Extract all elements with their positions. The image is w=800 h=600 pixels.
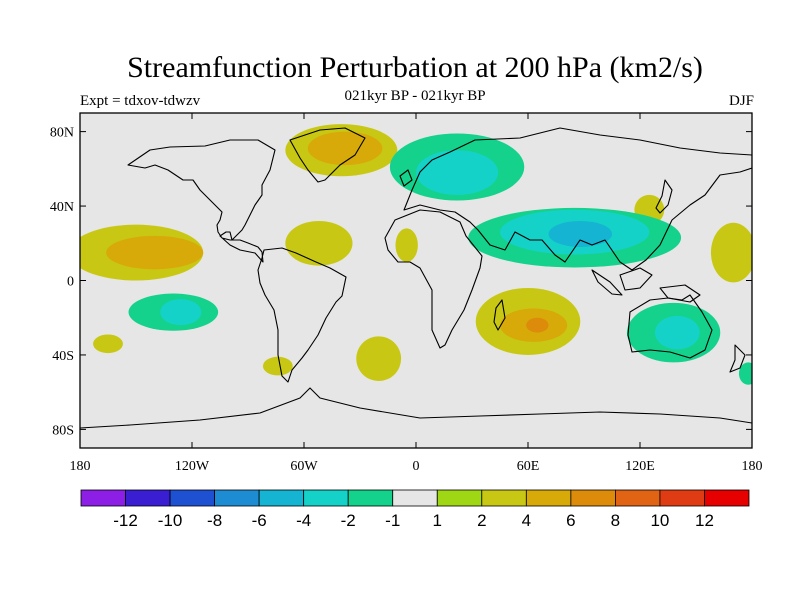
coastline-north-america: [127, 139, 276, 263]
colorbar-swatch: [258, 489, 305, 507]
contour-fields: [80, 124, 752, 385]
lat-tick-label: 40N: [50, 200, 74, 215]
colorbar-label: -12: [113, 511, 138, 530]
lon-tick-label: 0: [413, 459, 420, 474]
colorbar-label: -4: [296, 511, 311, 530]
lon-tick-label: 180: [742, 459, 763, 474]
coastline-africa: [384, 209, 483, 349]
colorbar-swatch: [704, 489, 750, 507]
colorbar-label: -2: [341, 511, 356, 530]
colorbar-swatch: [169, 489, 215, 507]
colorbar-swatch: [481, 489, 527, 507]
coastline-british-isles: [399, 169, 413, 187]
coastline-madagascar: [493, 299, 506, 331]
lon-tick-label: 60W: [290, 459, 318, 474]
colorbar-swatch: [125, 489, 171, 507]
colorbar-swatch: [615, 489, 661, 507]
lon-tick-label: 120E: [625, 459, 655, 474]
colorbar-swatch: [80, 489, 126, 507]
contour-north-atlantic-positive-core: [307, 131, 383, 166]
colorbar-swatch: [570, 489, 616, 507]
colorbar-label: 1: [433, 511, 442, 530]
colorbar-label: -10: [158, 511, 183, 530]
colorbar-swatch: [659, 489, 705, 507]
chart-subtitle-center: 021kyr BP - 021kyr BP: [344, 88, 486, 104]
contour-eurasia-negative-core: [416, 150, 499, 195]
colorbar-label: 4: [522, 511, 531, 530]
colorbar-label: 8: [611, 511, 620, 530]
contour-asia-negative-strong: [548, 220, 612, 248]
contour-south-indian-strong: [526, 317, 549, 333]
lon-tick-label: 120W: [175, 459, 210, 474]
lat-tick-label: 80N: [50, 126, 74, 141]
contour-east-pacific-positive-core: [106, 235, 204, 270]
coastline-sumatra: [591, 269, 623, 296]
lat-tick-label: 80S: [52, 423, 74, 438]
contour-south-pacific-positive: [93, 334, 123, 354]
lat-tick-label: 0: [67, 275, 74, 290]
contour-west-pacific-positive: [710, 222, 752, 283]
chart-subtitle-right: DJF: [728, 93, 754, 109]
contour-south-atlantic-positive: [356, 336, 402, 381]
contour-south-america-positive: [262, 356, 293, 376]
contour-west-africa-positive: [395, 228, 418, 262]
colorbar-swatch: [436, 489, 483, 507]
colorbar-label: -1: [385, 511, 400, 530]
axis-ticks: 80N 40N 0 40S 80S 180 120W 60W 0 60E 120E 180: [50, 113, 763, 474]
coastline-japan: [655, 179, 673, 214]
colorbar-swatch: [214, 489, 260, 507]
coastline-south-america: [257, 247, 347, 383]
colorbar-label: 12: [695, 511, 714, 530]
contour-caribbean-positive: [285, 220, 353, 266]
coastline-new-zealand: [729, 344, 746, 373]
coastline-eurasia: [403, 127, 752, 271]
contour-south-pacific-negative-core: [160, 299, 202, 326]
colorbar-swatch: [303, 489, 349, 507]
colorbar-label: 2: [477, 511, 486, 530]
colorbar-label: -6: [252, 511, 267, 530]
chart-subtitle-left: Expt = tdxov-tdwzv: [80, 93, 201, 109]
colorbar-label: 10: [650, 511, 669, 530]
contour-south-pacific-high-latitude-negative: [738, 362, 752, 385]
lon-tick-label: 60E: [517, 459, 540, 474]
coastline-antarctica: [80, 387, 752, 429]
colorbar-swatch: [525, 489, 572, 507]
colorbar-label: -8: [207, 511, 222, 530]
coastlines: [80, 127, 752, 429]
colorbar: -12 -10 -8 -6 -4 -2 -1 1 2 4 6 8 10 12: [80, 489, 750, 530]
lat-tick-label: 40S: [52, 349, 74, 364]
chart-title: Streamfunction Perturbation at 200 hPa (…: [127, 51, 703, 84]
coastline-greenland: [289, 127, 366, 183]
colorbar-label: 6: [566, 511, 575, 530]
contour-australia-negative-core: [654, 315, 700, 350]
coastline-borneo: [619, 267, 653, 291]
colorbar-swatch: [347, 489, 394, 507]
coastline-new-guinea: [659, 284, 701, 303]
coastline-australia: [627, 294, 713, 359]
lon-tick-label: 180: [70, 459, 91, 474]
colorbar-swatch: [392, 489, 438, 507]
